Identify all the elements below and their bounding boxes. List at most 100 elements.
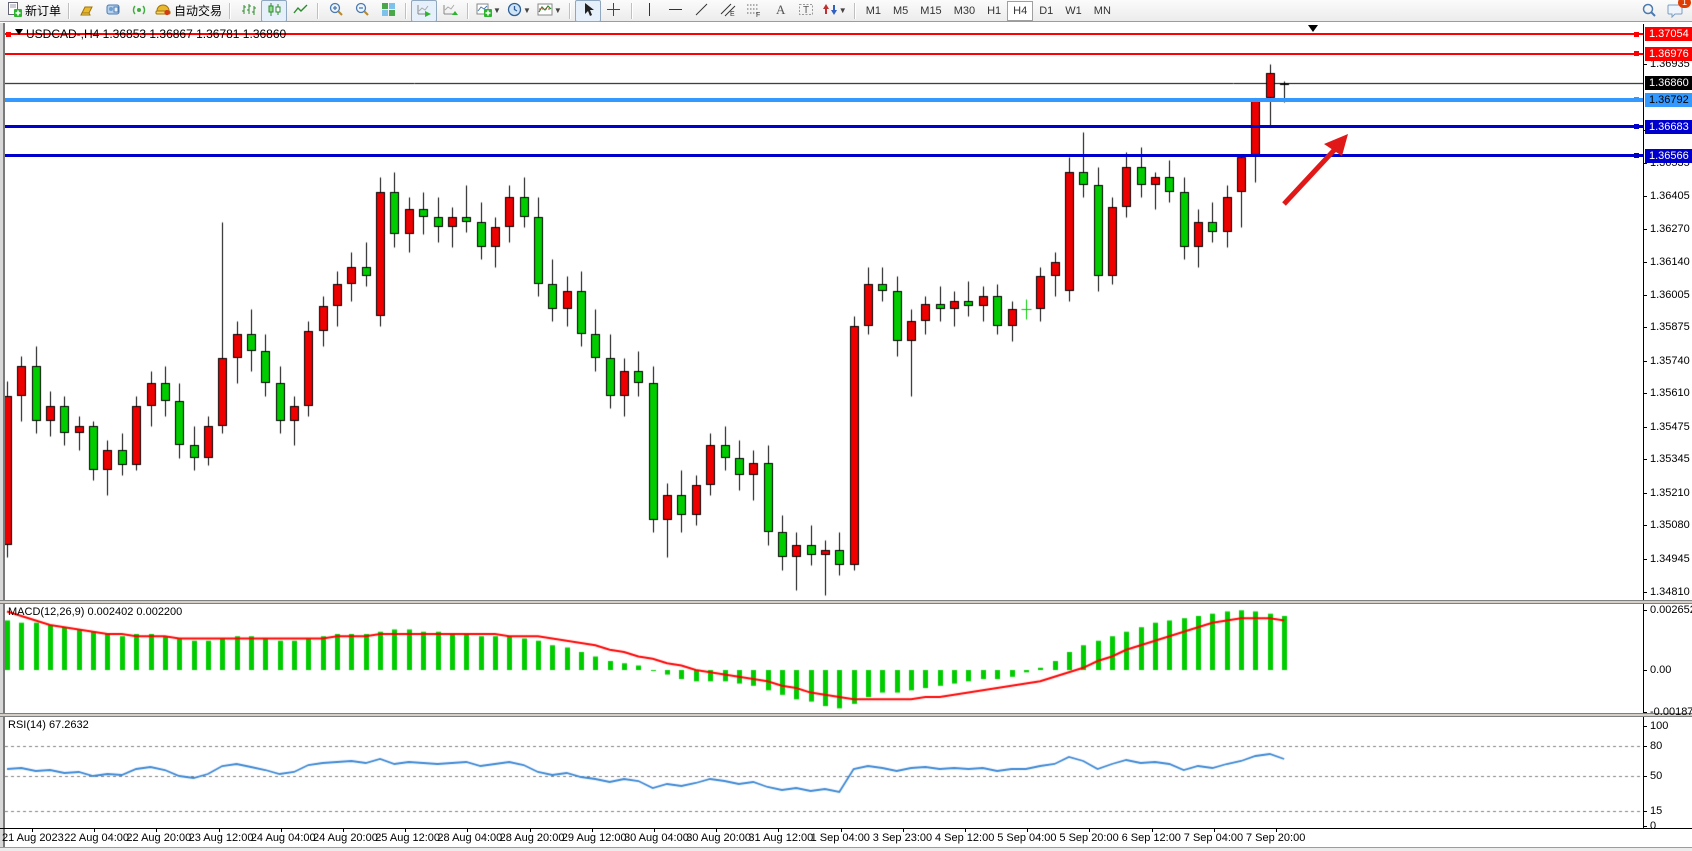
price-tick-label[interactable]: 1.35875 <box>1650 321 1690 334</box>
line-chart-type-button[interactable] <box>287 0 313 22</box>
fibonacci-button[interactable]: F <box>741 0 767 22</box>
candlestick-chart[interactable] <box>5 24 1643 601</box>
price-tick-label[interactable]: 1.35610 <box>1650 387 1690 400</box>
price-tick-label[interactable]: 1.35210 <box>1650 486 1690 499</box>
timeframe-W1[interactable]: W1 <box>1065 4 1082 17</box>
line-handle[interactable] <box>1634 124 1639 130</box>
trendline-button[interactable] <box>689 0 715 22</box>
line-handle[interactable] <box>1634 153 1639 159</box>
timeframe-M30[interactable]: M30 <box>953 4 976 17</box>
bar-chart-type-button[interactable] <box>235 0 261 22</box>
time-tick-label[interactable]: 29 Aug 12:00 <box>561 832 627 844</box>
time-tick-label[interactable]: 7 Sep 04:00 <box>1183 832 1244 844</box>
rsi-axis-label[interactable]: 50 <box>1650 770 1663 782</box>
line-handle[interactable] <box>1634 31 1639 37</box>
chart-shift-button[interactable] <box>437 0 463 22</box>
time-tick-label[interactable]: 24 Aug 20:00 <box>313 832 378 844</box>
time-tick-label[interactable]: 23 Aug 12:00 <box>188 832 254 844</box>
horizontal-line-button[interactable] <box>663 0 689 22</box>
timeframe-M15[interactable]: M15 <box>920 4 942 17</box>
horizontal-line-object[interactable] <box>5 97 1643 102</box>
timeframe-M5[interactable]: M5 <box>893 4 909 17</box>
rsi-axis-label[interactable]: 80 <box>1650 740 1663 752</box>
zoom-out-button[interactable] <box>349 0 375 22</box>
new-chart-button[interactable]: ▼ <box>473 0 504 22</box>
time-tick-label[interactable]: 1 Sep 04:00 <box>810 832 870 844</box>
auto-trading-button[interactable]: 自动交易 <box>152 0 225 22</box>
price-tick-label[interactable]: 1.36270 <box>1650 223 1690 236</box>
price-tick-label[interactable]: 1.36405 <box>1650 189 1690 202</box>
price-tick-label[interactable]: 1.35080 <box>1650 518 1690 531</box>
deposit-button[interactable] <box>74 0 100 22</box>
arrow-annotation[interactable] <box>1266 122 1362 218</box>
time-tick-label[interactable]: 28 Aug 20:00 <box>499 832 565 844</box>
template-button[interactable]: ▼ <box>534 0 565 22</box>
vertical-line-button[interactable] <box>637 0 663 22</box>
zoom-in-button[interactable] <box>323 0 349 22</box>
candlestick-chart-type-button[interactable] <box>261 0 288 22</box>
text-button[interactable]: A <box>767 0 793 22</box>
price-tick-label[interactable]: 1.36005 <box>1650 289 1690 302</box>
price-tick-label[interactable]: 1.36935 <box>1650 58 1690 70</box>
label-button[interactable]: T <box>793 0 819 22</box>
search-button[interactable] <box>1636 0 1662 22</box>
horizontal-line-object[interactable] <box>5 125 1643 129</box>
horizontal-line-object[interactable] <box>5 33 1643 36</box>
timeframe-D1[interactable]: D1 <box>1039 4 1054 17</box>
time-tick-label[interactable]: 21 Aug 2023 <box>2 832 64 844</box>
cursor-button[interactable] <box>574 0 601 22</box>
line-handle[interactable] <box>6 31 11 37</box>
horizontal-line-object[interactable] <box>5 52 1643 55</box>
chart-shift-marker[interactable] <box>1308 25 1318 32</box>
price-tick-label[interactable]: 1.35740 <box>1650 354 1690 367</box>
price-tick-label[interactable]: 1.34810 <box>1650 586 1690 599</box>
mailbox-button[interactable] <box>100 0 126 22</box>
timeframe-M1[interactable]: M1 <box>865 4 881 17</box>
time-tick-label[interactable]: 31 Aug 12:00 <box>748 832 814 844</box>
time-tick-label[interactable]: 30 Aug 20:00 <box>686 832 752 844</box>
time-tick-label[interactable]: 24 Aug 04:00 <box>250 832 316 844</box>
horizontal-line-object[interactable] <box>5 154 1643 158</box>
crosshair-button[interactable] <box>601 0 627 22</box>
price-tick-label[interactable]: 1.34945 <box>1650 552 1690 565</box>
notifications-button[interactable]: 1 <box>1662 0 1691 22</box>
price-tick-label[interactable]: 1.35475 <box>1650 420 1690 433</box>
time-tick-label[interactable]: 7 Sep 20:00 <box>1246 832 1306 844</box>
time-tick-label[interactable]: 25 Aug 12:00 <box>375 832 441 844</box>
signal-button[interactable] <box>126 0 152 22</box>
rsi-axis-label[interactable]: 0 <box>1650 820 1657 832</box>
time-tick-label[interactable]: 22 Aug 04:00 <box>64 832 130 844</box>
arrows-button[interactable]: ▼ <box>819 0 850 22</box>
rsi-indicator-chart[interactable] <box>5 717 1643 827</box>
time-tick-label[interactable]: 5 Sep 04:00 <box>997 832 1057 844</box>
one-click-trading-toggle[interactable] <box>15 29 23 35</box>
pane-splitter-rsi[interactable] <box>0 713 1692 717</box>
pane-splitter-macd[interactable] <box>0 600 1692 604</box>
time-tick-label[interactable]: 30 Aug 04:00 <box>624 832 689 844</box>
timeframe-MN[interactable]: MN <box>1093 4 1111 17</box>
time-tick-label[interactable]: 28 Aug 04:00 <box>437 832 503 844</box>
time-tick-label[interactable]: 3 Sep 23:00 <box>872 832 933 844</box>
timeframe-H4[interactable]: H4 <box>1007 0 1034 21</box>
rsi-axis-label[interactable]: 15 <box>1650 805 1663 817</box>
line-handle[interactable] <box>1634 97 1639 103</box>
macd-axis-label[interactable]: 0.002652 <box>1650 604 1692 617</box>
macd-axis-label[interactable]: -0.001879 <box>1650 706 1692 719</box>
price-tick-label[interactable]: 1.36140 <box>1650 255 1690 268</box>
period-button[interactable]: ▼ <box>504 0 534 22</box>
new-order-button[interactable]: 新订单 <box>4 0 64 22</box>
line-handle[interactable] <box>1634 51 1639 57</box>
auto-scroll-button[interactable] <box>411 0 438 22</box>
price-tick-label[interactable]: 1.35345 <box>1650 453 1690 466</box>
time-tick-label[interactable]: 22 Aug 20:00 <box>126 832 192 844</box>
time-tick-label[interactable]: 5 Sep 20:00 <box>1059 832 1119 844</box>
channel-button[interactable]: E <box>715 0 741 22</box>
timeframe-H1[interactable]: H1 <box>987 4 1002 17</box>
time-tick-label[interactable]: 6 Sep 12:00 <box>1121 832 1181 844</box>
macd-indicator-chart[interactable] <box>5 604 1643 714</box>
macd-axis-label[interactable]: 0.00 <box>1650 664 1672 677</box>
rsi-axis-label[interactable]: 100 <box>1650 720 1669 732</box>
tile-windows-button[interactable] <box>375 0 401 22</box>
time-tick-label[interactable]: 4 Sep 12:00 <box>935 832 995 844</box>
